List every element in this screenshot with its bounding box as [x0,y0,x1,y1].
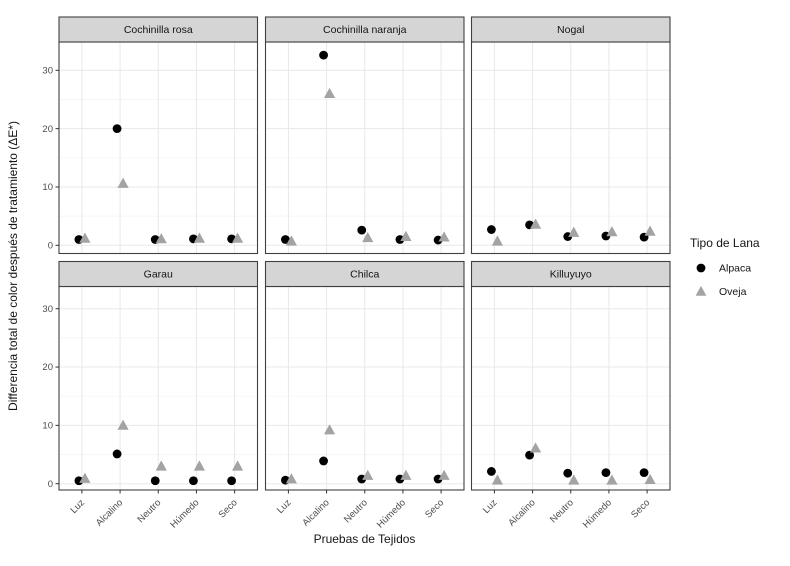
data-point-oveja [323,424,336,435]
data-point-oveja [644,473,656,485]
y-axis-title: Differencia total de color después de tr… [6,121,20,411]
data-point-oveja [606,474,618,485]
data-point-oveja [285,473,298,484]
y-tick-label: 0 [48,479,53,490]
data-point-alpaca [189,476,198,486]
facet-strip [58,260,259,288]
data-point-alpaca [112,124,122,134]
data-point-oveja [529,442,542,453]
facet-strip-label: Garau [144,269,173,281]
data-point-oveja [285,235,298,246]
data-point-alpaca [150,476,160,486]
data-point-oveja [231,232,244,243]
facet-strip [470,16,671,43]
data-point-oveja [568,474,580,485]
facet-strip-label: Cochinilla naranja [323,24,407,36]
data-point-oveja [231,460,244,471]
legend-key-circle-icon [696,263,706,273]
data-point-alpaca [319,456,328,466]
data-point-alpaca [487,467,496,476]
data-point-oveja [438,231,450,242]
data-point-oveja [491,235,504,246]
data-point-oveja [362,231,374,243]
data-point-alpaca [112,449,122,459]
y-tick-label: 20 [42,362,53,373]
data-point-oveja [491,474,504,485]
data-point-alpaca [74,476,84,486]
facet-strip [264,16,465,43]
data-point-oveja [606,226,618,237]
data-point-oveja [155,233,167,244]
data-point-alpaca [433,235,443,245]
data-point-oveja [438,469,450,480]
data-point-oveja [568,226,580,237]
data-point-alpaca [639,468,649,478]
data-point-alpaca [563,468,573,478]
data-point-oveja [400,230,412,241]
data-point-alpaca [227,476,236,486]
facet-strip [264,260,465,288]
data-point-oveja [323,87,336,99]
data-point-oveja [117,419,129,430]
data-point-alpaca [281,235,290,244]
data-point-oveja [193,232,206,243]
x-axis-title: Pruebas de Tejidos [314,532,416,546]
data-point-oveja [362,469,374,480]
y-tick-label: 30 [42,304,53,315]
data-point-oveja [193,460,206,471]
y-tick-label: 0 [48,241,53,252]
data-point-oveja [644,225,656,236]
y-tick-label: 10 [42,182,53,193]
legend-title: Tipo de Lana [690,236,760,250]
data-point-alpaca [357,225,367,235]
legend-item-label: Alpaca [719,262,751,274]
data-point-oveja [117,177,129,188]
facet-strip-label: Cochinilla rosa [124,24,193,36]
data-point-alpaca [601,468,611,478]
y-tick-label: 10 [42,421,53,432]
data-point-alpaca [487,225,496,234]
data-point-oveja [79,232,91,243]
data-point-oveja [79,472,91,483]
y-tick-label: 30 [42,66,53,77]
legend-item-label: Oveja [719,286,747,298]
data-point-oveja [400,469,412,480]
data-point-alpaca [319,50,328,60]
facet-strip [58,16,259,43]
y-tick-label: 20 [42,124,53,135]
data-point-oveja [155,460,167,471]
data-point-oveja [529,218,542,229]
legend-key-triangle-icon [695,285,707,296]
facet-strip-label: Killuyuyo [550,269,592,281]
facet-strip-label: Nogal [557,24,584,36]
data-point-alpaca [525,450,534,460]
data-point-alpaca [395,235,405,244]
facet-strip [470,260,671,288]
facet-strip-label: Chilca [350,269,379,281]
